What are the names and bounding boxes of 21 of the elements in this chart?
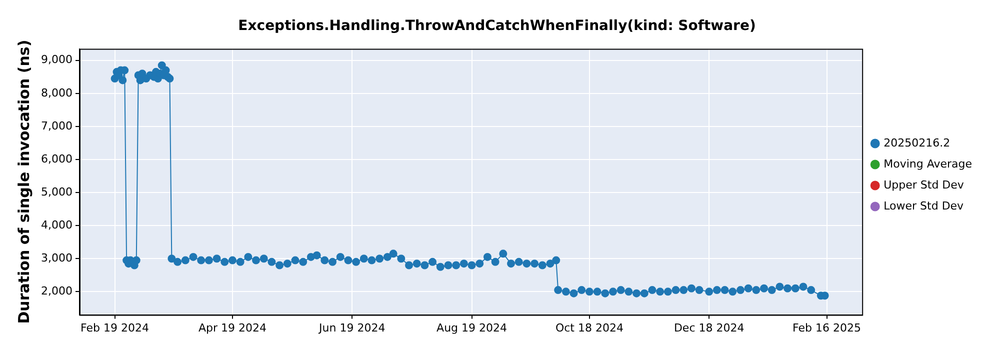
y-tick-label: 5,000 bbox=[40, 185, 72, 198]
x-tick-label: Feb 19 2024 bbox=[80, 321, 150, 334]
x-tick-label: Jun 19 2024 bbox=[318, 321, 386, 334]
y-tick-label: 7,000 bbox=[40, 119, 72, 132]
y-tick-label: 9,000 bbox=[40, 53, 72, 66]
y-tick-label: 6,000 bbox=[40, 152, 72, 166]
x-tick-label: Feb 16 2025 bbox=[792, 321, 862, 334]
y-tick-label: 4,000 bbox=[40, 218, 72, 232]
y-tick-label: 3,000 bbox=[40, 251, 72, 264]
chart-title: Exceptions.Handling.ThrowAndCatchWhenFinally(kind: Software) bbox=[238, 18, 756, 34]
y-tick-label: 8,000 bbox=[40, 86, 72, 100]
x-tick-label: Aug 19 2024 bbox=[436, 321, 508, 334]
legend-label: Lower Std Dev bbox=[884, 199, 964, 212]
y-axis-title: Duration of single invocation (ns) bbox=[14, 40, 33, 324]
x-tick-label: Apr 19 2024 bbox=[198, 321, 266, 334]
y-tick-label: 2,000 bbox=[40, 284, 72, 298]
x-tick-label: Dec 18 2024 bbox=[674, 321, 744, 334]
legend-label: Upper Std Dev bbox=[884, 178, 964, 192]
legend-label: Moving Average bbox=[884, 157, 972, 170]
x-tick-label: Oct 18 2024 bbox=[555, 321, 624, 334]
legend-label: 20250216.2 bbox=[884, 136, 950, 150]
